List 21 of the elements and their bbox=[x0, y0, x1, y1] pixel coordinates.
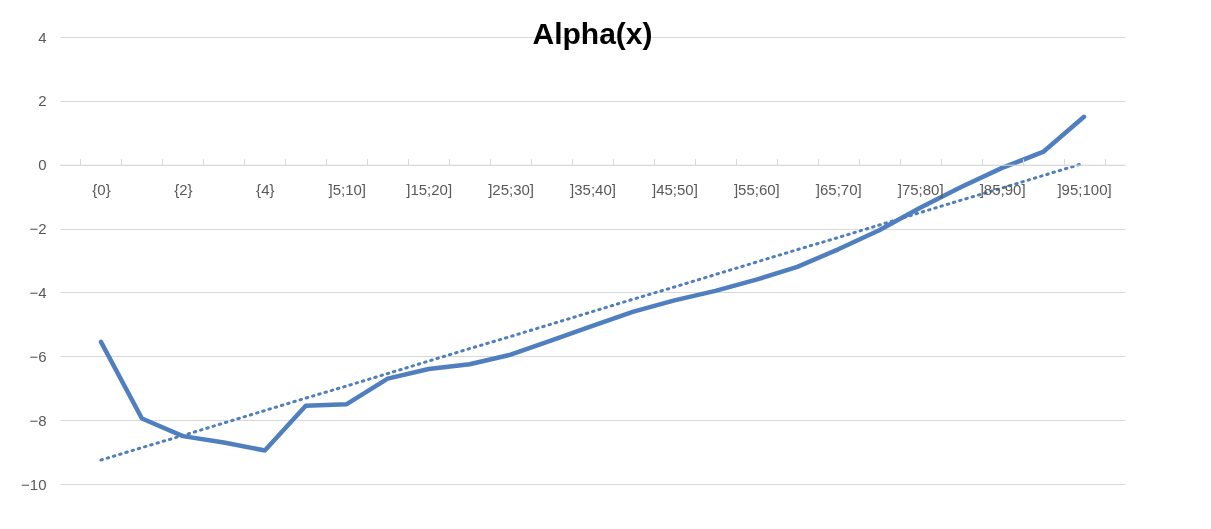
y-tick-label: −6 bbox=[29, 347, 47, 365]
x-tick-label: {0} bbox=[92, 181, 111, 199]
chart-title: Alpha(x) bbox=[532, 17, 653, 50]
x-tick-label: ]45;50] bbox=[651, 181, 698, 199]
y-tick-label: 0 bbox=[38, 156, 47, 174]
y-tick-label: 4 bbox=[38, 28, 47, 46]
y-tick-label: −8 bbox=[29, 411, 47, 429]
x-tick-label: ]55;60] bbox=[733, 181, 780, 199]
x-tick-label: {2} bbox=[174, 181, 193, 199]
y-tick-label: −10 bbox=[21, 475, 47, 493]
y-tick-label: −2 bbox=[29, 220, 47, 238]
x-tick-label: ]75;80] bbox=[897, 181, 944, 199]
x-tick-label: ]95;100] bbox=[1057, 181, 1112, 199]
x-tick-label: {4} bbox=[256, 181, 275, 199]
y-tick-label: −4 bbox=[29, 283, 47, 301]
x-tick-label: ]25;30] bbox=[488, 181, 535, 199]
y-tick-label: 2 bbox=[38, 92, 47, 110]
x-tick-label: ]5;10] bbox=[328, 181, 366, 199]
x-tick-label: ]35;40] bbox=[570, 181, 616, 199]
x-tick-label: ]15;20] bbox=[406, 181, 453, 199]
x-tick-label: ]65;70] bbox=[815, 181, 862, 199]
